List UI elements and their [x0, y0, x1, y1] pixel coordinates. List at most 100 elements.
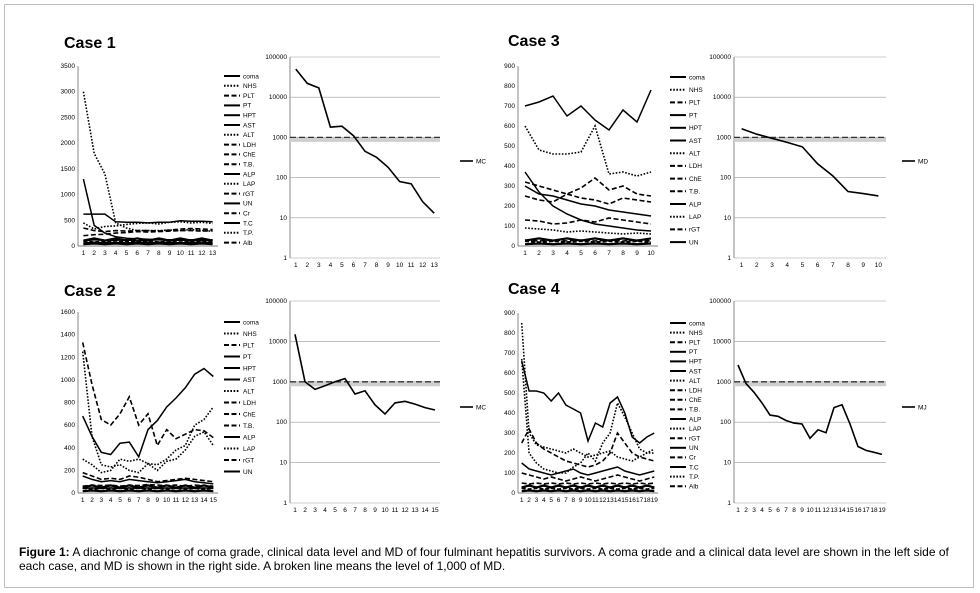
x-tick-label: 17 [636, 497, 644, 504]
legend-entry: AST [689, 368, 702, 375]
x-tick-label: 8 [157, 250, 161, 257]
series-line-lap [83, 220, 213, 230]
y-tick-label: 1000 [717, 134, 732, 141]
case-title: Case 1 [64, 35, 116, 52]
x-tick-label: 13 [830, 507, 838, 514]
baseline-series-line [521, 484, 655, 489]
x-tick-label: 10 [584, 497, 592, 504]
x-tick-label: 3 [317, 262, 321, 269]
legend-entry: ALP [689, 201, 701, 208]
series-line-ldh [524, 89, 652, 132]
x-tick-label: 15 [846, 507, 854, 514]
x-tick-label: 12 [822, 507, 830, 514]
md-legend-entry: MJ [918, 405, 927, 412]
x-tick-label: 1 [523, 250, 527, 257]
x-tick-label: 4 [542, 497, 546, 504]
legend-entry: T.C [243, 220, 253, 227]
series-line-rgt [82, 483, 214, 488]
legend-entry: HPT [689, 359, 702, 366]
baseline-series-line [524, 239, 652, 244]
x-tick-label: 3 [551, 250, 555, 257]
legend-entry: HPT [243, 365, 256, 372]
y-tick-label: 200 [64, 467, 75, 474]
legend-entry: UN [689, 445, 699, 452]
y-tick-label: 10 [724, 460, 732, 467]
x-tick-label: 6 [776, 507, 780, 514]
legend-entry: NHS [243, 83, 257, 90]
y-tick-label: 500 [504, 390, 515, 397]
series-line-ast [520, 358, 655, 474]
legend-entry: T.B. [243, 423, 254, 430]
baseline-series-line [82, 489, 214, 493]
x-tick-label: 2 [92, 250, 96, 257]
series-line-ldh [83, 213, 213, 224]
figure-caption: Figure 1: A diachronic change of coma gr… [19, 545, 963, 573]
y-tick-label: 0 [71, 490, 75, 497]
series-line-ast [524, 171, 652, 232]
x-tick-label: 4 [329, 262, 333, 269]
series-line-che [82, 406, 214, 474]
y-tick-label: 1 [727, 255, 731, 262]
legend-entry: NHS [689, 330, 703, 337]
y-tick-label: 500 [64, 217, 75, 224]
y-tick-label: 1 [283, 500, 287, 507]
x-tick-label: 7 [564, 497, 568, 504]
clinical-legend: coma NHS PLT PT HPT AST ALT LDH ChE T.B. ALP LAP rGT… [224, 319, 259, 476]
y-tick-label: 10000 [713, 338, 731, 345]
y-tick-label: 0 [511, 243, 515, 250]
legend-entry: ALT [689, 151, 700, 158]
legend-entry: LDH [689, 388, 702, 395]
legend-entry: coma [689, 74, 705, 81]
y-tick-label: 400 [504, 163, 515, 170]
x-tick-label: 11 [392, 507, 399, 514]
x-tick-label: 1 [294, 262, 298, 269]
legend-entry: T.B. [243, 162, 254, 169]
legend-entry: T.B. [689, 189, 700, 196]
case-title: Case 2 [64, 283, 116, 300]
x-tick-label: 8 [146, 497, 150, 504]
x-tick-label: 11 [188, 250, 195, 257]
y-tick-label: 3000 [61, 89, 76, 96]
x-tick-label: 6 [343, 507, 347, 514]
y-tick-label: 300 [504, 183, 515, 190]
y-tick-label: 800 [64, 400, 75, 407]
x-tick-label: 10 [875, 262, 883, 269]
legend-entry: coma [689, 320, 705, 327]
y-tick-label: 2500 [61, 114, 76, 121]
legend-entry: Alb [243, 240, 253, 247]
y-tick-label: 900 [504, 310, 515, 317]
y-tick-label: 1400 [61, 332, 76, 339]
x-tick-label: 5 [125, 250, 129, 257]
x-tick-label: 5 [333, 507, 337, 514]
x-tick-label: 19 [651, 497, 659, 504]
x-tick-label: 9 [373, 507, 377, 514]
md-chart: 1 10 100 1000 10000 100000 1 2 3 4 5 6 7 8 9 10 MD [709, 54, 928, 269]
x-tick-label: 10 [381, 507, 389, 514]
x-tick-label: 5 [118, 497, 122, 504]
series-line-rgt [524, 217, 652, 225]
series-line-tc [83, 241, 213, 244]
x-tick-label: 9 [156, 497, 160, 504]
y-tick-label: 10000 [269, 94, 287, 101]
clinical-legend: coma NHS PLT PT HPT AST ALT LDH ChE T.B. ALP LAP rGT… [670, 320, 705, 491]
md-series-line [294, 334, 436, 416]
md-legend-entry: MC [476, 159, 486, 166]
x-tick-label: 6 [352, 262, 356, 269]
x-tick-label: 12 [198, 250, 206, 257]
y-tick-label: 400 [504, 410, 515, 417]
md-series-line [295, 68, 435, 214]
x-tick-label: 2 [305, 262, 309, 269]
x-tick-label: 18 [643, 497, 651, 504]
legend-entry: PLT [243, 93, 254, 100]
x-tick-label: 10 [647, 250, 655, 257]
legend-entry: AST [689, 138, 702, 145]
y-tick-label: 800 [504, 83, 515, 90]
y-tick-label: 100 [276, 175, 287, 182]
case-3-panel: Case 3 0 100 200 300 400 500 600 700 800 900 1 2 3 4 5 6… [504, 33, 928, 269]
y-tick-label: 1000 [273, 379, 288, 386]
caption-label: Figure 1: [19, 545, 70, 559]
y-tick-label: 0 [71, 243, 75, 250]
